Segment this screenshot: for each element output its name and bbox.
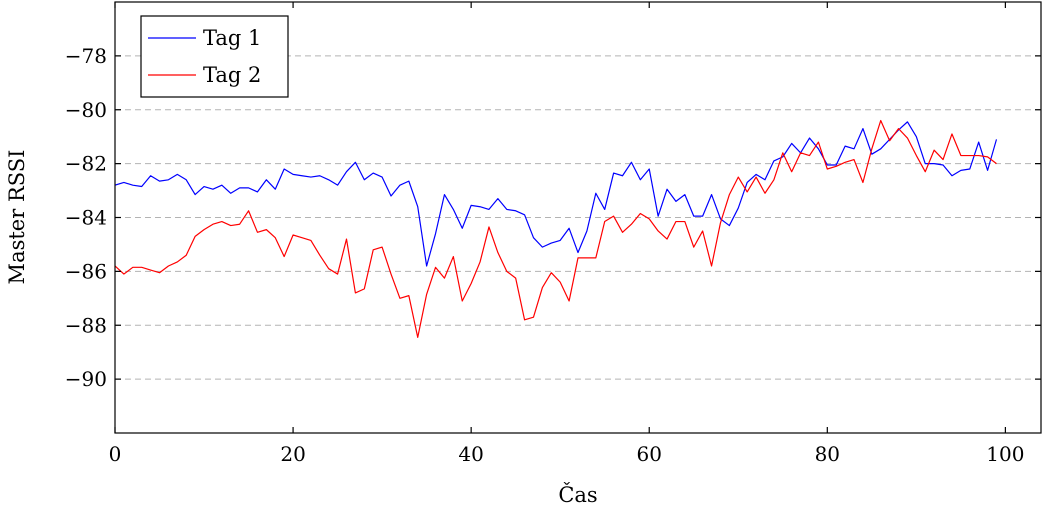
x-tick-label: 40 [458, 442, 483, 466]
y-tick-label: −90 [65, 367, 107, 391]
legend-label-tag-1: Tag 1 [203, 26, 261, 50]
legend-box [140, 15, 289, 98]
y-tick-label: −78 [65, 44, 107, 68]
y-tick-label: −84 [65, 206, 107, 230]
grid-lines [115, 55, 1041, 380]
x-tick-label: 100 [986, 442, 1024, 466]
x-tick-label: 0 [109, 442, 122, 466]
y-tick-label: −80 [65, 98, 107, 122]
y-tick-label: −86 [65, 259, 107, 283]
legend: Tag 1 Tag 2 [140, 15, 289, 98]
x-tick-label: 80 [815, 442, 840, 466]
x-axis-label: Čas [558, 482, 597, 507]
series-layer [115, 119, 998, 338]
series-line-tag-1 [115, 121, 998, 267]
legend-label-tag-2: Tag 2 [203, 63, 261, 87]
series-line-tag-2 [115, 119, 997, 338]
axis-ticks: −90 −88 −86 −84 −82 −80 −78 0 20 40 60 80 100 [65, 2, 1041, 466]
y-tick-label: −82 [65, 152, 107, 176]
y-axis-label: Master RSSI [5, 150, 29, 285]
y-tick-label: −88 [65, 313, 107, 337]
x-tick-label: 20 [280, 442, 305, 466]
x-tick-label: 60 [637, 442, 662, 466]
